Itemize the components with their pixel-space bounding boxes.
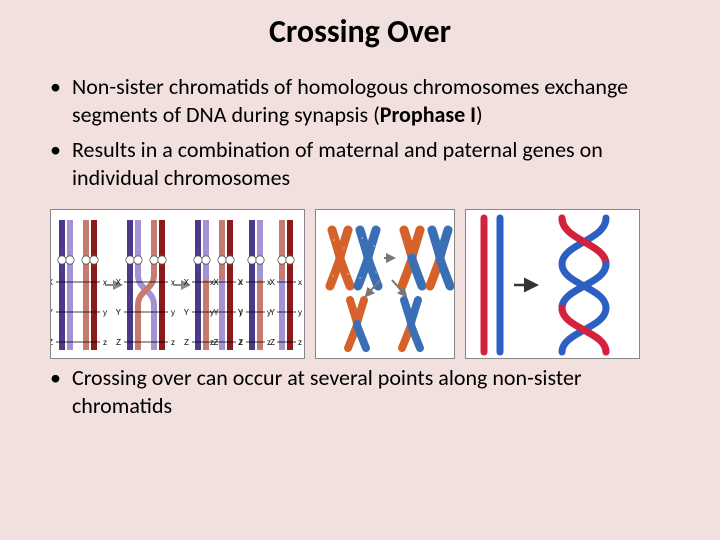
- bullet-3: Crossing over can occur at several point…: [50, 364, 680, 419]
- slide: Crossing Over Non-sister chromatids of h…: [0, 0, 720, 540]
- svg-text:y: y: [103, 308, 107, 317]
- strand-recombination-diagram: [466, 210, 640, 359]
- svg-text:Y: Y: [213, 308, 219, 317]
- figure-row: X x Y y Z z: [0, 199, 720, 364]
- bullet-1-pre: Non-sister chromatids of homologous chro…: [72, 73, 628, 128]
- svg-text:Y: Y: [270, 308, 276, 317]
- svg-text:Y: Y: [238, 308, 244, 317]
- crossing-over-stages-diagram: X x Y y Z z: [51, 210, 305, 359]
- svg-text:X: X: [51, 278, 54, 287]
- svg-text:z: z: [298, 338, 302, 347]
- bullet-1-bold: Prophase I: [380, 101, 476, 128]
- svg-text:Z: Z: [270, 338, 275, 347]
- svg-text:z: z: [171, 338, 175, 347]
- figure-panel-3: [465, 209, 640, 359]
- svg-text:X: X: [184, 278, 190, 287]
- svg-text:Y: Y: [51, 308, 54, 317]
- svg-text:Z: Z: [116, 338, 121, 347]
- bullet-2: Results in a combination of maternal and…: [50, 136, 680, 191]
- chromosome-exchange-diagram: [316, 210, 455, 359]
- slide-title: Crossing Over: [0, 12, 720, 51]
- bullet-list-2: Crossing over can occur at several point…: [0, 364, 720, 419]
- svg-text:X: X: [213, 278, 219, 287]
- svg-text:z: z: [103, 338, 107, 347]
- svg-text:X: X: [116, 278, 122, 287]
- bullet-1: Non-sister chromatids of homologous chro…: [50, 73, 680, 128]
- figure-panel-2: [315, 209, 455, 359]
- svg-text:X: X: [270, 278, 276, 287]
- bullet-1-post: ): [476, 101, 483, 128]
- figure-panel-1: X x Y y Z z: [50, 209, 305, 359]
- svg-text:Z: Z: [214, 338, 219, 347]
- svg-text:X: X: [238, 278, 244, 287]
- bullet-list: Non-sister chromatids of homologous chro…: [0, 73, 720, 191]
- svg-text:Y: Y: [184, 308, 190, 317]
- svg-text:Z: Z: [238, 338, 243, 347]
- svg-text:Z: Z: [184, 338, 189, 347]
- svg-text:x: x: [298, 278, 302, 287]
- svg-text:y: y: [298, 308, 302, 317]
- svg-text:Y: Y: [116, 308, 122, 317]
- svg-text:Z: Z: [51, 338, 53, 347]
- svg-text:y: y: [171, 308, 175, 317]
